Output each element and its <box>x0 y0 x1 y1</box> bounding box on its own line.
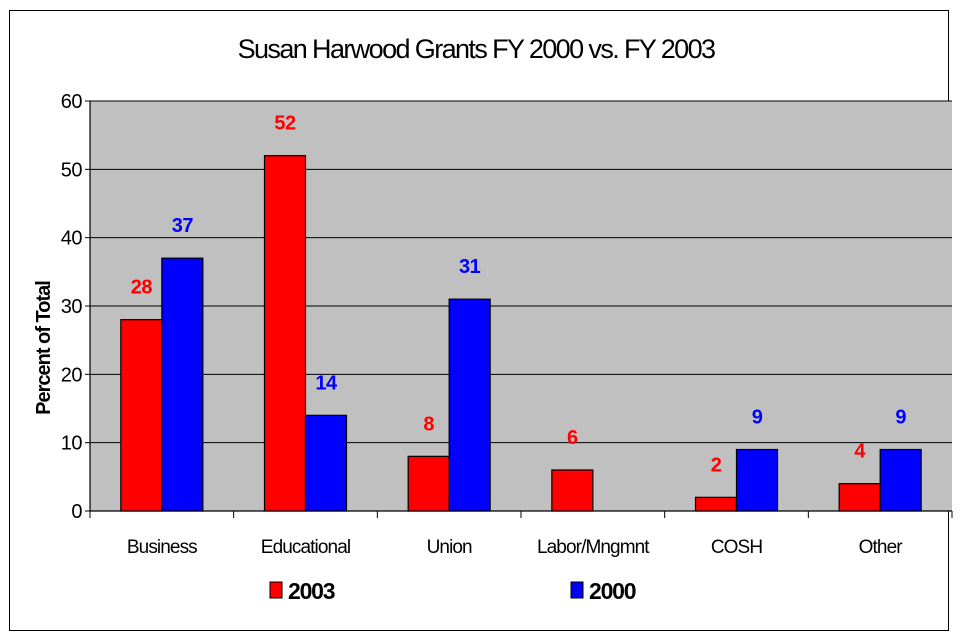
y-axis-label: Percent of Total <box>33 281 55 415</box>
y-tick-label: 40 <box>61 228 83 250</box>
data-label: 31 <box>459 256 481 278</box>
data-label: 37 <box>172 215 194 237</box>
y-tick-label: 0 <box>71 501 82 523</box>
plot-area: 0102030405060Business2837Educational5214… <box>61 91 953 558</box>
data-label: 6 <box>567 427 578 449</box>
y-tick-label: 50 <box>61 159 83 181</box>
y-tick-label: 20 <box>61 364 83 386</box>
bar-2003-other <box>838 483 881 512</box>
bar-2003-educational <box>263 155 307 512</box>
y-tick-label: 10 <box>61 433 83 455</box>
x-tick-label: Business <box>127 537 197 558</box>
bar-2000-business <box>161 257 204 512</box>
y-tick-label: 30 <box>61 296 83 318</box>
bar-2003-cosh <box>694 496 738 512</box>
data-label: 9 <box>895 407 906 429</box>
data-label: 2 <box>711 454 722 476</box>
data-label: 9 <box>752 407 763 429</box>
data-label: 28 <box>131 277 153 299</box>
data-label: 4 <box>854 441 866 463</box>
legend-label-2003: 2003 <box>288 578 335 604</box>
bar-2000-educational <box>304 414 348 512</box>
x-tick-label: Other <box>859 537 904 558</box>
chart-title: Susan Harwood Grants FY 2000 vs. FY 2003 <box>238 34 715 64</box>
bar-2003-labor-mngmnt <box>551 469 594 512</box>
legend: 2003 2000 <box>269 578 637 604</box>
legend-swatch-2003 <box>269 581 283 599</box>
x-tick-label: COSH <box>711 537 762 558</box>
bar-2000-union <box>448 298 491 512</box>
data-label: 52 <box>274 113 296 135</box>
x-tick-label: Union <box>427 537 472 558</box>
x-tick-label: Labor/Mngmnt <box>537 537 650 558</box>
data-label: 14 <box>315 372 338 394</box>
bar-2000-cosh <box>735 448 779 512</box>
bar-2003-union <box>407 455 450 512</box>
y-tick-label: 60 <box>61 91 83 113</box>
data-label: 8 <box>423 413 434 435</box>
x-tick-label: Educational <box>261 537 350 558</box>
legend-swatch-2000 <box>570 581 584 599</box>
legend-label-2000: 2000 <box>589 578 636 604</box>
bar-2003-business <box>120 319 163 512</box>
bar-2000-other <box>879 448 922 512</box>
